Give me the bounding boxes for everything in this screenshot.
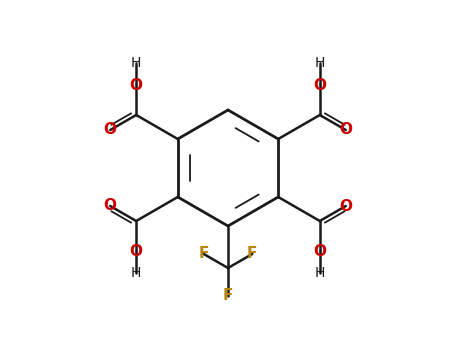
Text: O: O (130, 77, 143, 92)
Text: F: F (198, 246, 209, 261)
Text: O: O (104, 198, 117, 214)
Text: O: O (313, 77, 326, 92)
Text: O: O (130, 244, 143, 259)
Text: H: H (314, 266, 325, 280)
Text: H: H (131, 266, 142, 280)
Text: H: H (314, 56, 325, 70)
Text: O: O (339, 122, 352, 138)
Text: F: F (247, 246, 258, 261)
Text: H: H (131, 56, 142, 70)
Text: O: O (313, 244, 326, 259)
Text: O: O (339, 198, 352, 214)
Text: O: O (104, 122, 117, 138)
Text: F: F (223, 288, 233, 303)
